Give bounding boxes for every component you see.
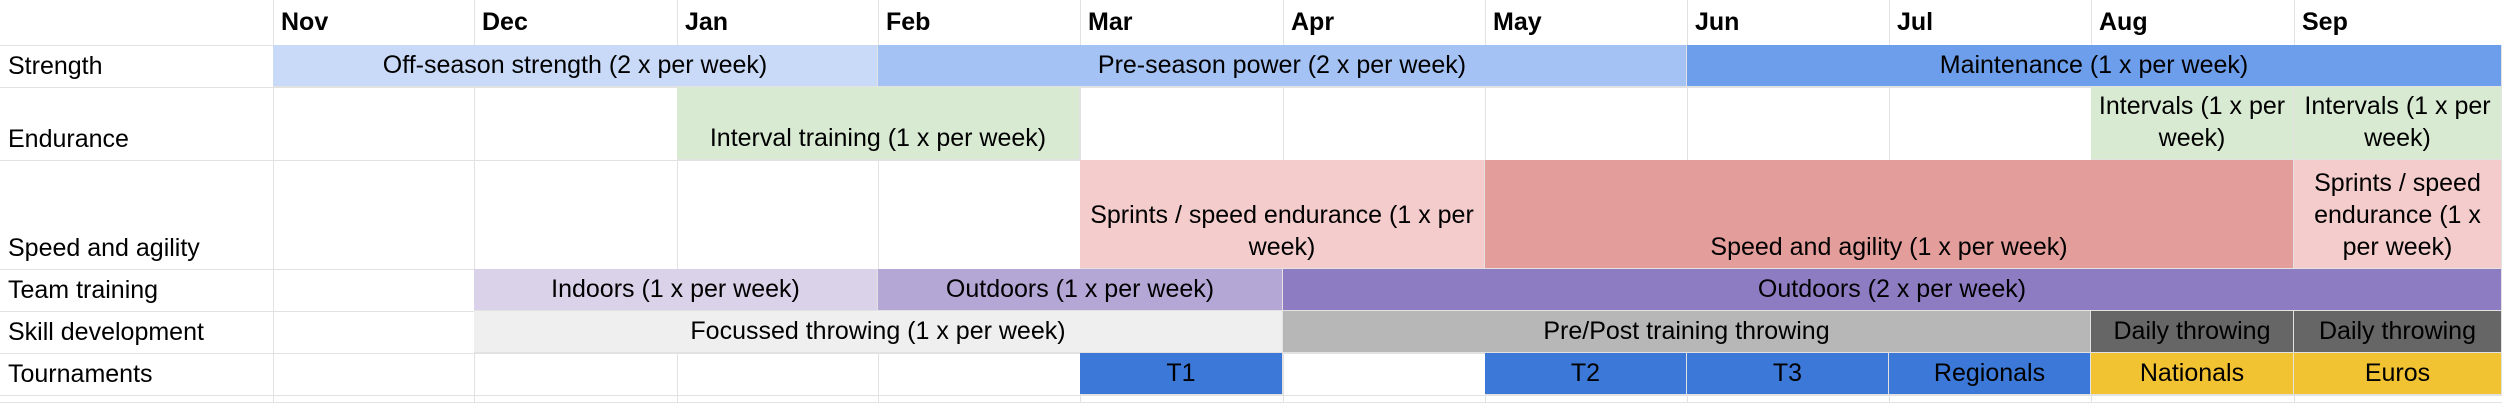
row-gridline	[0, 395, 2502, 396]
row-label-strength[interactable]: Strength	[8, 52, 103, 80]
month-header-jan[interactable]: Jan	[685, 8, 729, 36]
schedule-block-strength[interactable]: Maintenance (1 x per week)	[1687, 45, 2502, 87]
schedule-block-skill-development[interactable]: Daily throwing	[2294, 311, 2502, 353]
column-gridline	[273, 0, 274, 402]
schedule-block-speed-and-agility[interactable]: Speed and agility (1 x per week)	[1485, 160, 2294, 269]
schedule-block-team-training[interactable]: Outdoors (2 x per week)	[1283, 269, 2502, 311]
row-label-tournaments[interactable]: Tournaments	[8, 360, 153, 388]
month-header-dec[interactable]: Dec	[482, 8, 528, 36]
schedule-block-tournaments[interactable]: Regionals	[1889, 353, 2091, 395]
schedule-block-speed-and-agility[interactable]: Sprints / speed endurance (1 x per week)	[2294, 160, 2502, 269]
month-header-aug[interactable]: Aug	[2099, 8, 2148, 36]
row-label-skill-development[interactable]: Skill development	[8, 318, 204, 346]
schedule-block-endurance[interactable]: Intervals (1 x per week)	[2294, 87, 2502, 160]
schedule-block-strength[interactable]: Pre-season power (2 x per week)	[878, 45, 1687, 87]
column-gridline	[677, 0, 678, 402]
month-header-nov[interactable]: Nov	[281, 8, 329, 36]
schedule-block-tournaments[interactable]: T3	[1687, 353, 1889, 395]
row-label-speed-and-agility[interactable]: Speed and agility	[8, 234, 200, 262]
schedule-block-endurance[interactable]: Intervals (1 x per week)	[2091, 87, 2294, 160]
schedule-block-strength[interactable]: Off-season strength (2 x per week)	[273, 45, 878, 87]
schedule-block-team-training[interactable]: Indoors (1 x per week)	[474, 269, 878, 311]
schedule-block-skill-development[interactable]: Focussed throwing (1 x per week)	[474, 311, 1283, 353]
row-label-team-training[interactable]: Team training	[8, 276, 159, 304]
month-header-apr[interactable]: Apr	[1291, 8, 1335, 36]
schedule-block-tournaments[interactable]: Nationals	[2091, 353, 2294, 395]
month-header-mar[interactable]: Mar	[1088, 8, 1133, 36]
month-header-sep[interactable]: Sep	[2302, 8, 2348, 36]
schedule-block-skill-development[interactable]: Daily throwing	[2091, 311, 2294, 353]
row-gridline	[0, 87, 2502, 88]
month-header-jun[interactable]: Jun	[1695, 8, 1740, 36]
schedule-block-tournaments[interactable]: T1	[1080, 353, 1283, 395]
month-header-may[interactable]: May	[1493, 8, 1542, 36]
schedule-block-skill-development[interactable]: Pre/Post training throwing	[1283, 311, 2091, 353]
schedule-block-tournaments[interactable]: Euros	[2294, 353, 2502, 395]
month-header-jul[interactable]: Jul	[1897, 8, 1934, 36]
schedule-block-speed-and-agility[interactable]: Sprints / speed endurance (1 x per week)	[1080, 160, 1485, 269]
row-label-endurance[interactable]: Endurance	[8, 125, 129, 153]
schedule-block-team-training[interactable]: Outdoors (1 x per week)	[878, 269, 1283, 311]
column-gridline	[878, 0, 879, 402]
schedule-block-endurance[interactable]: Interval training (1 x per week)	[677, 87, 1080, 160]
column-gridline	[474, 0, 475, 402]
schedule-block-tournaments[interactable]: T2	[1485, 353, 1687, 395]
month-header-feb[interactable]: Feb	[886, 8, 931, 36]
